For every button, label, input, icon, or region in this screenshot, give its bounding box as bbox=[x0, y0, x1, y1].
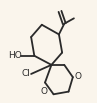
Text: O: O bbox=[41, 87, 48, 96]
Text: Cl: Cl bbox=[21, 69, 30, 78]
Text: HO: HO bbox=[8, 51, 22, 60]
Text: O: O bbox=[74, 72, 81, 81]
